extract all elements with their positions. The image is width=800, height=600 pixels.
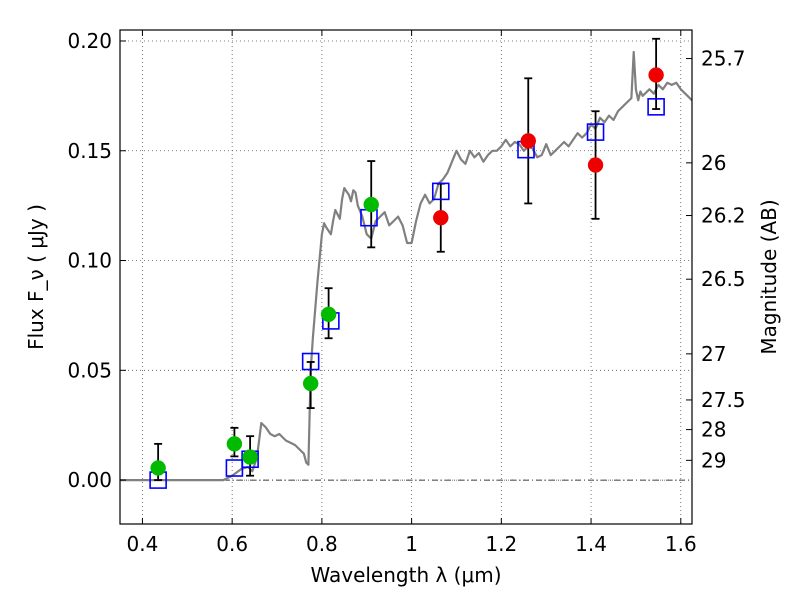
model-photometry-square: [647, 98, 665, 116]
model-photometry-layer: [149, 98, 665, 489]
y-tick-label: 0.20: [67, 29, 112, 53]
photometry-point: [226, 436, 243, 452]
model-photometry-square: [586, 123, 605, 141]
right-tick-label: 28: [701, 418, 726, 442]
photometry-point: [320, 306, 337, 323]
x-tick-label: 0.6: [216, 532, 248, 556]
right-tick-label: 26.5: [701, 267, 746, 291]
photometry-point: [302, 375, 319, 392]
plot-frame: [119, 29, 693, 525]
x-tick-label: 1: [405, 532, 418, 556]
right-tick-label: 29: [701, 448, 726, 472]
right-tick-label: 26: [701, 151, 726, 175]
y-axis-label: Flux F_ν ( μJy ): [24, 204, 48, 350]
photometry-point: [150, 460, 166, 476]
model-photometry-square: [431, 182, 450, 201]
x-axis-label: Wavelength λ (μm): [310, 563, 501, 587]
y-tick-label: 0.15: [67, 139, 112, 163]
model-spectrum-layer: [120, 50, 693, 482]
photometry-point: [242, 449, 258, 465]
x-tick-label: 0.4: [127, 532, 159, 556]
model-spectrum-line: [120, 50, 693, 482]
photometry-point: [648, 67, 664, 83]
photometry-point: [363, 196, 379, 213]
right-tick-label: 25.7: [701, 47, 746, 71]
photometry-point: [587, 157, 604, 173]
x-tick-label: 0.8: [306, 532, 338, 556]
grid: [120, 30, 692, 524]
observed-photometry-layer: [150, 67, 664, 476]
x-tick-label: 1.2: [485, 532, 517, 556]
ticks-layer: 0.4 0.6 0.8 1 1.2 1.4 1.6 0.00 0.05 0.10 0.15 0.20 2…: [67, 29, 745, 556]
photometry-point: [520, 133, 537, 149]
y-tick-label: 0.00: [67, 468, 112, 492]
right-tick-label: 27.5: [701, 388, 746, 412]
y-tick-label: 0.10: [67, 249, 112, 273]
right-axis-label: Magnitude (AB): [757, 199, 781, 354]
photometry-point: [433, 209, 449, 226]
y-tick-label: 0.05: [67, 358, 112, 382]
right-tick-label: 26.2: [701, 204, 746, 228]
model-photometry-square: [301, 352, 320, 371]
x-tick-label: 1.4: [575, 532, 607, 556]
x-tick-label: 1.6: [665, 532, 697, 556]
right-tick-label: 27: [701, 342, 726, 366]
